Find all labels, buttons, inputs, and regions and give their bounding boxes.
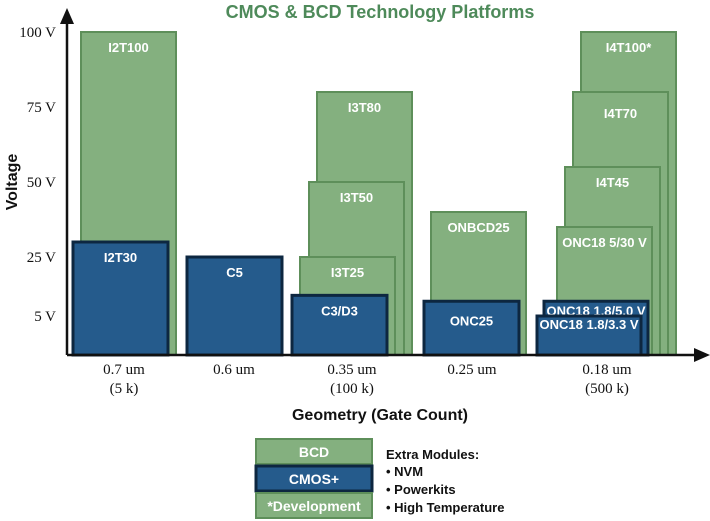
x-tick-label: 0.7 um <box>103 362 145 378</box>
bar-i2t30: I2T30 <box>71 240 170 357</box>
bar-onc25: ONC25 <box>422 299 521 357</box>
legend-swatch <box>255 492 373 519</box>
x-tick-label: 0.25 um <box>447 362 497 378</box>
x-axis-arrow <box>694 348 710 362</box>
axes <box>60 8 710 362</box>
legend-label: *Development <box>267 498 361 514</box>
y-tick-label: 25 V <box>27 250 56 266</box>
bar-label: ONC25 <box>450 313 493 328</box>
bar-onc18-1-8-3-3-v: ONC18 1.8/3.3 V <box>535 314 643 357</box>
x-ticks: 0.7 um (5 k) 0.6 um 0.35 um (100 k) 0.25 um 0.… <box>103 362 632 397</box>
y-tick-label: 75 V <box>27 100 56 116</box>
bar-label: ONC18 1.8/3.3 V <box>540 317 639 332</box>
bar-label: I4T45 <box>596 175 629 190</box>
legend-item-cmos: CMOS+ <box>254 464 374 493</box>
extra-modules: Extra Modules: • NVM • Powerkits • High … <box>386 447 504 515</box>
chart-title: CMOS & BCD Technology Platforms <box>226 2 535 22</box>
legend-swatch <box>254 464 374 493</box>
bar-c5: C5 <box>185 255 284 357</box>
y-ticks: 100 V 75 V 50 V 25 V 5 V <box>19 25 56 325</box>
x-tick-sublabel: (100 k) <box>330 381 374 397</box>
bar-label: ONC18 5/30 V <box>562 235 647 250</box>
legend-item-development: *Development <box>255 492 373 519</box>
bar-label: I2T30 <box>104 250 137 265</box>
y-axis-label: Voltage <box>4 154 21 211</box>
y-tick-label: 50 V <box>27 175 56 191</box>
extra-module-nvm: • NVM <box>386 464 423 479</box>
bar-rect <box>535 314 643 357</box>
bar-label: I4T70 <box>604 106 637 121</box>
bar-label: I4T100* <box>606 40 652 55</box>
legend-label: CMOS+ <box>289 471 339 487</box>
bar-label: C3/D3 <box>321 303 358 318</box>
x-axis-label: Geometry (Gate Count) <box>292 407 468 424</box>
x-tick-label: 0.35 um <box>327 362 377 378</box>
x-tick-sublabel: (500 k) <box>585 381 629 397</box>
x-tick-sublabel: (5 k) <box>110 381 139 397</box>
bar-label: ONBCD25 <box>447 220 509 235</box>
bar-label: I3T50 <box>340 190 373 205</box>
y-axis-arrow <box>60 8 74 24</box>
bars: I2T100 I2T30 C5 I3T80 I3T50 I3T25 C3/D3 ONBCD25… <box>71 31 677 357</box>
bar-rect <box>422 299 521 357</box>
bar-rect <box>185 255 284 357</box>
x-tick-label: 0.18 um <box>582 362 632 378</box>
bar-label: I2T100 <box>108 40 148 55</box>
extra-modules-title: Extra Modules: <box>386 447 479 462</box>
extra-module-high-temperature: • High Temperature <box>386 500 504 515</box>
bar-label: I3T25 <box>331 265 364 280</box>
legend: BCD CMOS+ *Development <box>254 438 374 519</box>
bar-c3-d3: C3/D3 <box>290 293 389 357</box>
legend-label: BCD <box>299 444 329 460</box>
legend-item-bcd: BCD <box>255 438 373 465</box>
y-tick-label: 100 V <box>19 25 56 41</box>
bar-label: I3T80 <box>348 100 381 115</box>
y-tick-label: 5 V <box>34 309 56 325</box>
bar-rect <box>290 293 389 357</box>
bar-label: C5 <box>226 265 243 280</box>
x-tick-label: 0.6 um <box>213 362 255 378</box>
extra-module-powerkits: • Powerkits <box>386 482 456 497</box>
legend-swatch <box>255 438 373 465</box>
